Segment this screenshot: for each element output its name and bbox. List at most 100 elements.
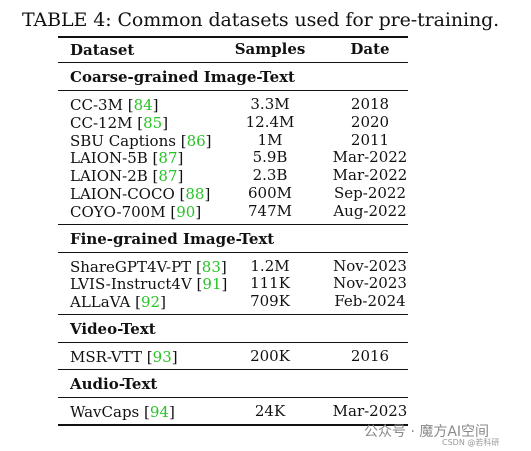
cite-bracket: [: [132, 113, 144, 132]
table-row: MSR-VTT [93] 200K 2016: [70, 347, 408, 366]
table-rule: [58, 423, 408, 426]
cite-bracket: [: [139, 402, 150, 421]
date-value: 2018: [350, 95, 390, 113]
citation-link[interactable]: 83: [201, 257, 221, 276]
date-value: Nov-2023: [333, 274, 407, 293]
section-title-text: Video-Text: [70, 320, 156, 338]
table-row: WavCaps [94] 24K Mar-2023: [70, 401, 408, 421]
date-value: Nov-2023: [333, 256, 407, 275]
date-value: Aug-2022: [333, 201, 407, 220]
cite-bracket: ]: [204, 185, 211, 203]
citation-link[interactable]: 93: [152, 348, 172, 366]
dataset-name: LAION-5B: [70, 149, 148, 168]
cite-bracket: ]: [205, 131, 212, 150]
citation-link[interactable]: 86: [186, 131, 206, 150]
date-value: 2020: [350, 112, 390, 131]
cite-bracket: [: [165, 202, 177, 221]
cite-bracket: ]: [195, 202, 202, 221]
table-header: Dataset Samples Date: [70, 40, 408, 59]
table-row: CC-3M [84] 3.3M 2018: [70, 95, 408, 114]
table-rule: [58, 342, 408, 343]
date-value: Mar-2023: [332, 401, 408, 420]
dataset-name: WavCaps: [70, 402, 140, 421]
table-row: LAION-2B [87] 2.3B Mar-2022: [70, 166, 408, 186]
table-rule: [58, 314, 408, 315]
cite-bracket: [: [191, 257, 202, 276]
table-rule: [58, 251, 408, 253]
table-rule: [58, 36, 408, 38]
samples-value: 3.3M: [250, 95, 290, 113]
table-caption: TABLE 4: Common datasets used for pre-tr…: [22, 9, 500, 31]
section-title: Audio-Text: [70, 374, 408, 393]
samples-value: 1.2M: [250, 256, 290, 275]
samples-value: 12.4M: [245, 112, 295, 131]
dataset-name: MSR-VTT: [70, 348, 143, 366]
citation-link[interactable]: 92: [140, 293, 161, 312]
samples-value: 24K: [254, 401, 286, 420]
table-row: LAION-5B [87] 5.9B Mar-2022: [70, 148, 408, 168]
dataset-name: ALLaVA: [70, 293, 131, 312]
cite-bracket: ]: [177, 149, 184, 168]
samples-value: 2.3B: [252, 166, 288, 185]
cite-bracket: [: [191, 275, 203, 294]
header-samples: Samples: [234, 40, 306, 58]
date-value: Feb-2024: [334, 292, 406, 311]
section-title-text: Audio-Text: [70, 374, 158, 393]
cite-bracket: [: [130, 293, 141, 312]
citation-link[interactable]: 94: [149, 402, 169, 421]
date-value: Mar-2022: [332, 148, 408, 167]
citation-link[interactable]: 84: [133, 96, 153, 114]
date-value: Sep-2022: [334, 184, 406, 202]
table-rule: [58, 223, 408, 225]
citation-link[interactable]: 85: [143, 113, 163, 132]
samples-value: 111K: [250, 274, 290, 293]
table-row: LVIS-Instruct4V [91] 111K Nov-2023: [70, 274, 408, 294]
table-rule: [58, 62, 408, 63]
dataset-name: ShareGPT4V-PT: [70, 257, 192, 276]
citation-link[interactable]: 87: [158, 167, 178, 186]
dataset-name: LAION-2B: [70, 167, 148, 186]
cite-bracket: [: [175, 131, 187, 150]
cite-bracket: ]: [171, 348, 178, 366]
dataset-name: CC-12M: [70, 113, 133, 132]
dataset-name: LAION-COCO: [70, 185, 175, 203]
section-title: Video-Text: [70, 319, 408, 338]
samples-value: 600M: [248, 184, 292, 202]
cite-bracket: [: [147, 149, 159, 168]
table-row: LAION-COCO [88] 600M Sep-2022: [70, 184, 408, 203]
citation-link[interactable]: 88: [185, 185, 205, 203]
samples-value: 709K: [250, 292, 290, 311]
header-date: Date: [350, 40, 390, 58]
watermark-small-text: CSDN @若科研: [442, 438, 500, 447]
table-row: SBU Captions [86] 1M 2011: [70, 130, 408, 150]
date-value: Mar-2022: [332, 166, 408, 185]
table-rule: [58, 396, 408, 398]
citation-link[interactable]: 91: [202, 275, 222, 294]
citation-link[interactable]: 87: [158, 149, 178, 168]
table-row: ShareGPT4V-PT [83] 1.2M Nov-2023: [70, 256, 408, 276]
dataset-name: SBU Captions: [70, 131, 176, 150]
table-rule: [58, 90, 408, 91]
citation-link[interactable]: 90: [176, 202, 196, 221]
cite-bracket: ]: [168, 402, 175, 421]
cite-bracket: [: [147, 167, 159, 186]
cite-bracket: ]: [162, 113, 169, 132]
header-dataset: Dataset: [70, 41, 135, 59]
samples-value: 747M: [248, 201, 292, 220]
dataset-name: LVIS-Instruct4V: [70, 275, 192, 294]
samples-value: 1M: [257, 130, 283, 149]
table-row: ALLaVA [92] 709K Feb-2024: [70, 292, 408, 312]
cite-bracket: ]: [221, 275, 228, 294]
cite-bracket: ]: [160, 293, 166, 312]
section-title: Coarse-grained Image-Text: [70, 67, 408, 86]
section-title-text: Coarse-grained Image-Text: [70, 68, 295, 86]
cite-bracket: ]: [177, 167, 184, 186]
cite-bracket: [: [122, 96, 134, 114]
dataset-name: COYO-700M: [70, 202, 166, 221]
cite-bracket: [: [142, 348, 153, 366]
samples-value: 200K: [250, 347, 290, 365]
cite-bracket: [: [174, 185, 186, 203]
cite-bracket: ]: [152, 96, 159, 114]
dataset-name: CC-3M: [70, 96, 123, 114]
watermark-text: 公众号 · 魔方AI空间: [364, 424, 490, 440]
